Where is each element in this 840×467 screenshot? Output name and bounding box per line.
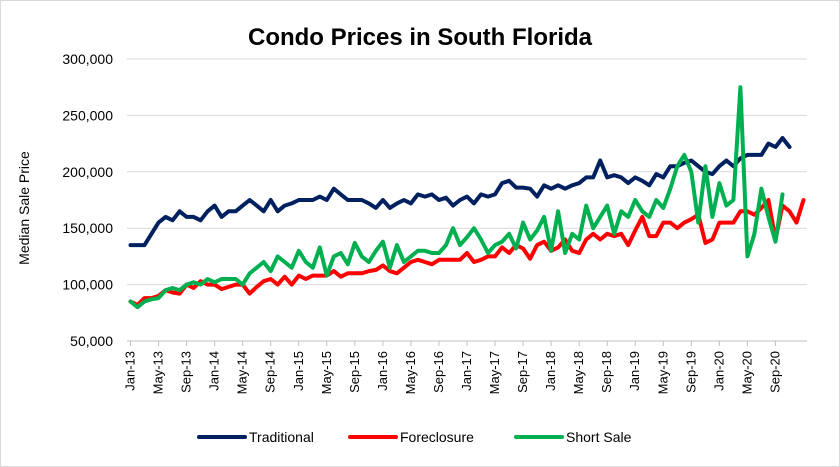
x-tick-label: May-16 [403,351,418,394]
x-tick-label: Jan-17 [459,351,474,391]
y-axis-label: Median Sale Price [16,151,32,265]
gridlines [127,58,807,342]
series-line-foreclosure [128,198,806,307]
y-tick-label: 150,000 [62,220,113,236]
x-tick-label: Sep-17 [515,351,530,393]
x-tick-label: Jan-13 [123,351,138,391]
x-tick-label: Sep-15 [347,351,362,393]
x-tick-label: Sep-19 [683,351,698,393]
legend-label: Short Sale [566,429,632,445]
x-tick-label: Sep-14 [263,351,278,393]
x-tick-label: Jan-19 [627,351,642,391]
x-tick-label: Sep-20 [767,351,782,393]
x-tick-label: Jan-15 [291,351,306,391]
y-tick-label: 300,000 [62,51,113,67]
y-tick-label: 100,000 [62,277,113,293]
chart-title: Condo Prices in South Florida [248,24,593,51]
x-tick-label: May-17 [487,351,502,394]
y-tick-label: 50,000 [70,333,113,349]
x-tick-label: May-14 [235,351,250,394]
x-tick-label: Jan-20 [711,351,726,391]
x-tick-label: May-18 [571,351,586,394]
series-line-traditional [128,136,792,248]
series-lines [128,85,806,310]
x-tick-label: May-15 [319,351,334,394]
series-line-short-sale [128,85,785,310]
y-axis-ticks: 50,000 100,000 150,000 200,000 250,000 300,00… [62,51,113,349]
x-tick-label: Jan-14 [207,351,222,391]
legend: Traditional Foreclosure Short Sale [197,429,632,445]
legend-label: Traditional [249,429,314,445]
y-tick-label: 200,000 [62,164,113,180]
x-axis-ticks: Jan-13 May-13 Sep-13 Jan-14 May-14 Sep-14 Jan-… [123,341,782,394]
x-tick-label: Jan-16 [375,351,390,391]
y-tick-label: 250,000 [62,107,113,123]
x-tick-label: May-20 [739,351,754,394]
x-tick-label: May-19 [655,351,670,394]
x-tick-label: Sep-16 [431,351,446,393]
x-tick-label: Jan-18 [543,351,558,391]
x-tick-label: Sep-18 [599,351,614,393]
x-tick-label: May-13 [151,351,166,394]
legend-label: Foreclosure [400,429,474,445]
x-tick-label: Sep-13 [179,351,194,393]
